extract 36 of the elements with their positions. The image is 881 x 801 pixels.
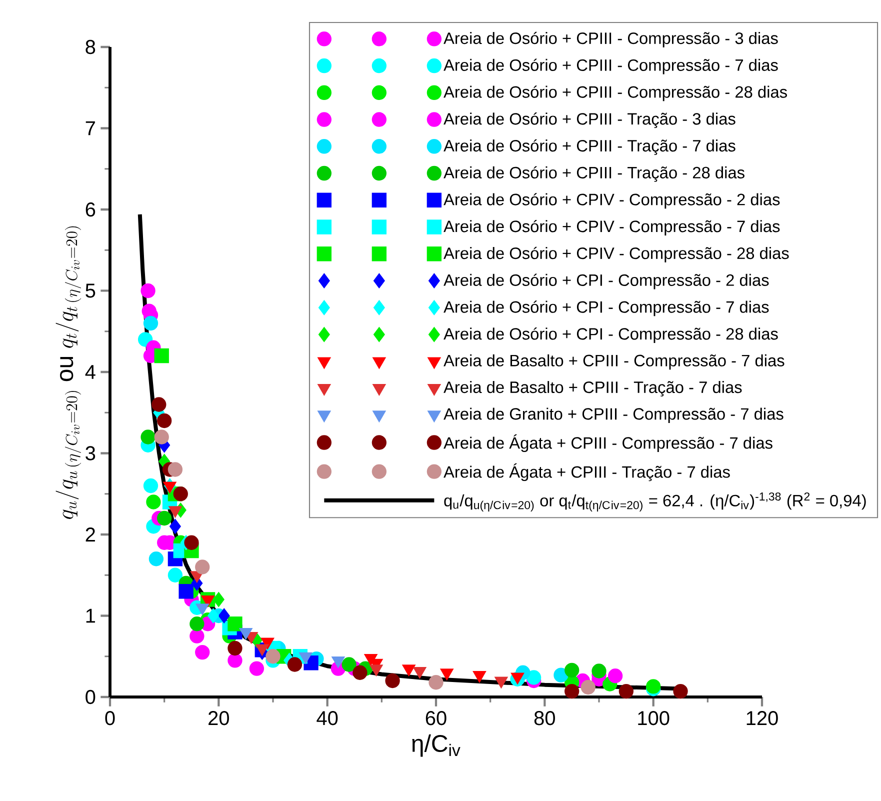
legend-label: Areia de Osório + CPIV - Compressão - 28 dias: [444, 246, 789, 262]
y-tick-label: 7: [86, 121, 95, 136]
y-tick-label: 4: [85, 365, 96, 379]
x-tick-label: 20: [208, 711, 229, 726]
legend-label: Areia de Ágata + CPIII - Compressão - 7 dias: [444, 434, 772, 452]
legend-label: Areia de Osório + CPI - Compressão - 7 dias: [444, 300, 769, 316]
legend-label: Areia de Osório + CPIV - Compressão - 7 dias: [444, 220, 780, 236]
y-tick-label: 3: [86, 446, 96, 460]
x-tick-label: 80: [534, 711, 555, 726]
legend-label: Areia de Osório + CPIII - Compressão - 3 dias: [444, 32, 778, 48]
legend-label: Areia de Osório + CPIII - Compressão - 28 dias: [444, 86, 787, 102]
y-tick-label: 2: [86, 528, 95, 542]
legend-label: Areia de Osório + CPI - Compressão - 28 dias: [444, 327, 778, 343]
y-tick-label: 1: [86, 608, 95, 623]
x-tick-label: 0: [105, 711, 115, 726]
x-tick-label: 60: [426, 711, 446, 726]
legend-label: Areia de Basalto + CPIII - Tração - 7 dias: [444, 381, 742, 396]
x-tick-label: 120: [746, 711, 778, 726]
y-tick-label: 8: [86, 40, 96, 54]
legend-label: Areia de Osório + CPIII - Tração - 3 dias: [444, 112, 736, 128]
x-tick-label: 40: [316, 711, 338, 726]
x-tick-label: 100: [638, 711, 670, 726]
y-tick-label: 5: [86, 284, 96, 298]
text: q$_{u}$/q$_{u(η/Civ=20)}$ or q$_{t}$/q$_{t(η/Civ=20)}$ = 62,4 . (η/C$_{iv}$)$^{-1,38}$ (R$^{2}$ = 0,94): [444, 492, 866, 512]
legend-label: Areia de Osório + CPIV - Compressão - 2 dias: [444, 193, 780, 209]
legend-label: Areia de Ágata + CPIII - Tração - 7 dias: [444, 463, 730, 482]
y-tick-label: 6: [86, 202, 96, 217]
legend-label: Areia de Basalto + CPIII - Compressão - 7 dias: [444, 354, 784, 370]
legend-label: Areia de Osório + CPI - Compressão - 2 dias: [444, 274, 769, 290]
x-axis-title: η/C$_{iv}$: [412, 734, 460, 757]
legend-label: Areia de Osório + CPIII - Tração - 28 dias: [444, 166, 744, 182]
y-axis-title: $q_{u}/q_{u\,(\eta/C_{iv}=20)}\ \mathrm{ou}\ q_{t}/q_{t\,(\eta/C_{iv}=20)}$: [56, 226, 82, 519]
legend-label: Areia de Osório + CPIII - Compressão - 7 dias: [444, 58, 778, 74]
legend-label: Areia de Granito + CPIII - Compressão - 7 dias: [444, 408, 784, 424]
legend-label: Areia de Osório + CPIII - Tração - 7 dias: [444, 139, 736, 155]
y-tick-label: 0: [86, 690, 96, 704]
